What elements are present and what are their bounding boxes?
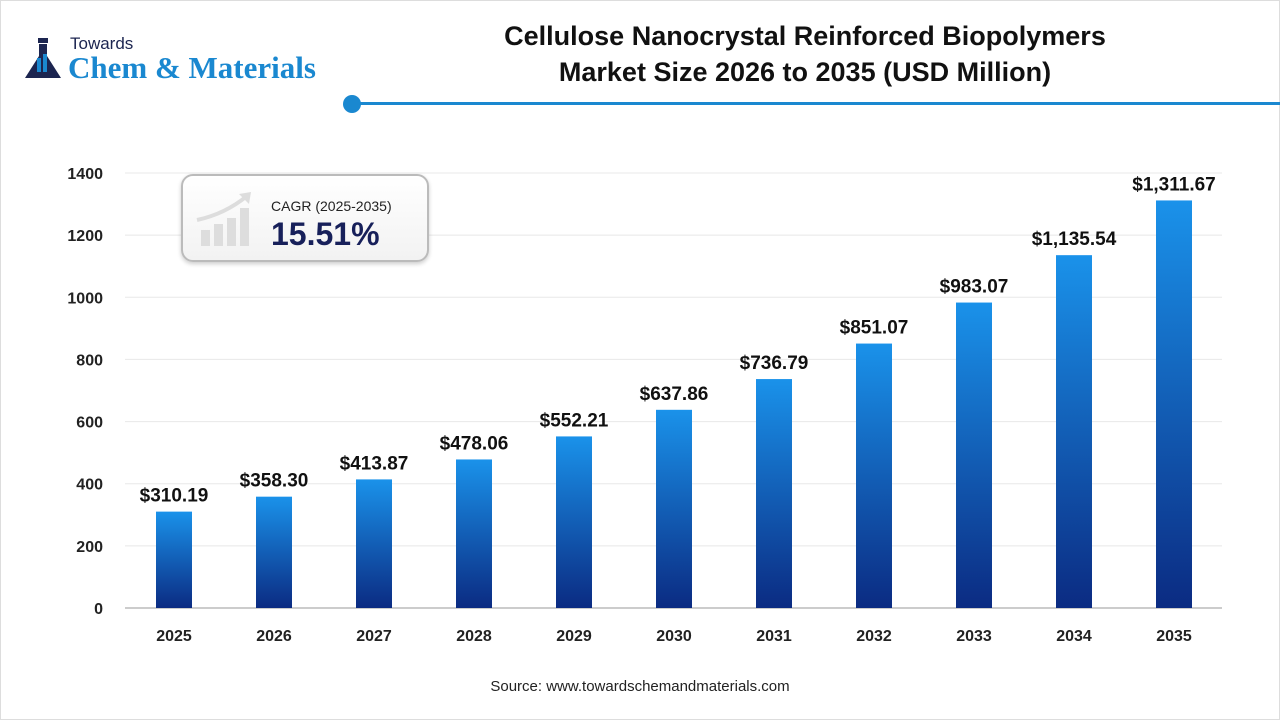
title-rule-dot [343,95,361,113]
logo-towards: Towards [70,34,134,53]
data-label: $736.79 [740,353,809,374]
bar [1056,255,1092,608]
flask-icon [25,38,61,78]
bar [156,511,192,608]
chart-title: Cellulose Nanocrystal Reinforced Biopoly… [440,18,1170,90]
data-label: $637.86 [640,384,709,405]
bar [256,496,292,608]
bar [1156,200,1192,609]
x-tick-label: 2028 [456,628,492,645]
bar [356,479,392,608]
bar [456,459,492,608]
x-tick-label: 2035 [1156,628,1192,645]
y-tick-label: 1000 [67,290,103,307]
cagr-box: CAGR (2025-2035) 15.51% [181,174,429,262]
logo-main: Chem & Materials [68,50,316,85]
y-tick-label: 1400 [67,166,103,183]
x-tick-label: 2033 [956,628,992,645]
y-tick-label: 600 [76,415,103,432]
cagr-label: CAGR (2025-2035) [271,198,392,214]
y-tick-label: 0 [94,601,103,618]
bar [956,302,992,608]
y-tick-label: 800 [76,352,103,369]
data-label: $1,311.67 [1132,174,1215,195]
data-label: $552.21 [540,410,609,431]
title-rule [360,102,1280,105]
data-label: $478.06 [440,433,509,454]
x-tick-label: 2031 [756,628,792,645]
bar [756,379,792,608]
data-label: $983.07 [940,277,1009,298]
x-tick-label: 2025 [156,628,192,645]
title-line-2: Market Size 2026 to 2035 (USD Million) [558,57,1052,87]
x-tick-label: 2026 [256,628,292,645]
data-label: $413.87 [340,453,409,474]
data-label: $310.19 [140,486,209,507]
cagr-value: 15.51% [271,216,380,252]
y-tick-label: 200 [76,539,103,556]
x-tick-label: 2034 [1056,628,1092,645]
x-tick-label: 2030 [656,628,692,645]
data-label: $1,135.54 [1032,229,1117,250]
y-tick-label: 400 [76,477,103,494]
bar [856,343,892,608]
bar [656,409,692,608]
x-tick-label: 2029 [556,628,592,645]
x-tick-label: 2027 [356,628,392,645]
bar [556,436,592,608]
data-label: $851.07 [840,318,909,339]
title-line-1: Cellulose Nanocrystal Reinforced Biopoly… [504,21,1106,51]
source-note: Source: www.towardschemandmaterials.com [490,678,790,695]
x-tick-label: 2032 [856,628,892,645]
y-tick-label: 1200 [67,228,103,245]
data-label: $358.30 [240,471,309,492]
growth-chart-icon [196,192,251,246]
